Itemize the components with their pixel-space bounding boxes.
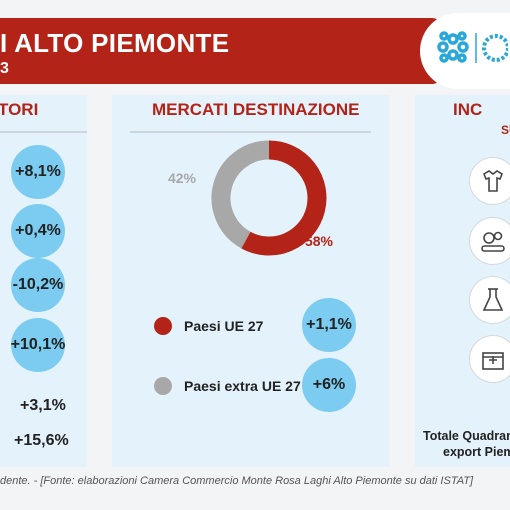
ue-change-bubble: +1,1%	[302, 298, 356, 352]
settori-panel: TORI +8,1% +0,4% -10,2% +10,1% +3,1% +15…	[0, 95, 87, 467]
donut-label-extra-ue: 42%	[168, 170, 197, 186]
gears-conveyor-icon	[469, 217, 510, 265]
pharmacy-icon	[469, 335, 510, 383]
settori-change-5: +3,1%	[20, 397, 66, 414]
legend-dot-ue	[154, 317, 172, 335]
settori-change-3: -10,2%	[11, 258, 65, 312]
incidenza-footer-line1: Totale Quadrant	[423, 429, 510, 443]
incidenza-subheading: SU	[501, 123, 510, 137]
logo-badge	[420, 13, 510, 89]
settori-change-6: +15,6%	[14, 432, 69, 449]
donut-slice-ue	[241, 140, 327, 256]
legend-label-extra-ue: Paesi extra UE 27	[184, 378, 301, 394]
extra-ue-change-bubble: +6%	[302, 358, 356, 412]
source-note: dente. - [Fonte: elaborazioni Camera Com…	[0, 475, 474, 487]
mercati-panel: MERCATI DESTINAZIONE 58% 42% Paesi UE 27 …	[112, 95, 389, 467]
lab-flask-icon	[469, 276, 510, 324]
settori-change-4: +10,1%	[11, 318, 65, 372]
mercati-divider	[130, 131, 371, 133]
incidenza-footer-line2: export Piemo	[443, 445, 510, 459]
settori-change-2: +0,4%	[11, 204, 65, 258]
page-subtitle: 3	[0, 60, 9, 77]
chamber-logo-icon	[437, 31, 508, 63]
destination-donut-chart: 58% 42%	[168, 140, 334, 256]
incidenza-heading: INC	[453, 100, 483, 119]
settori-change-1: +8,1%	[11, 145, 65, 199]
legend-dot-extra-ue	[154, 377, 172, 395]
settori-heading: TORI	[0, 100, 39, 119]
donut-slice-extra-ue	[211, 140, 270, 249]
legend-label-ue: Paesi UE 27	[184, 318, 264, 334]
donut-label-ue: 58%	[305, 233, 334, 249]
page-title: I ALTO PIEMONTE	[0, 28, 230, 58]
incidenza-panel: INC SU Totale Quadrant export Piemo	[415, 95, 510, 467]
mercati-heading: MERCATI DESTINAZIONE	[152, 100, 360, 119]
settori-divider	[0, 131, 87, 133]
clothing-icon	[469, 157, 510, 205]
header-banner: I ALTO PIEMONTE 3	[0, 18, 442, 84]
